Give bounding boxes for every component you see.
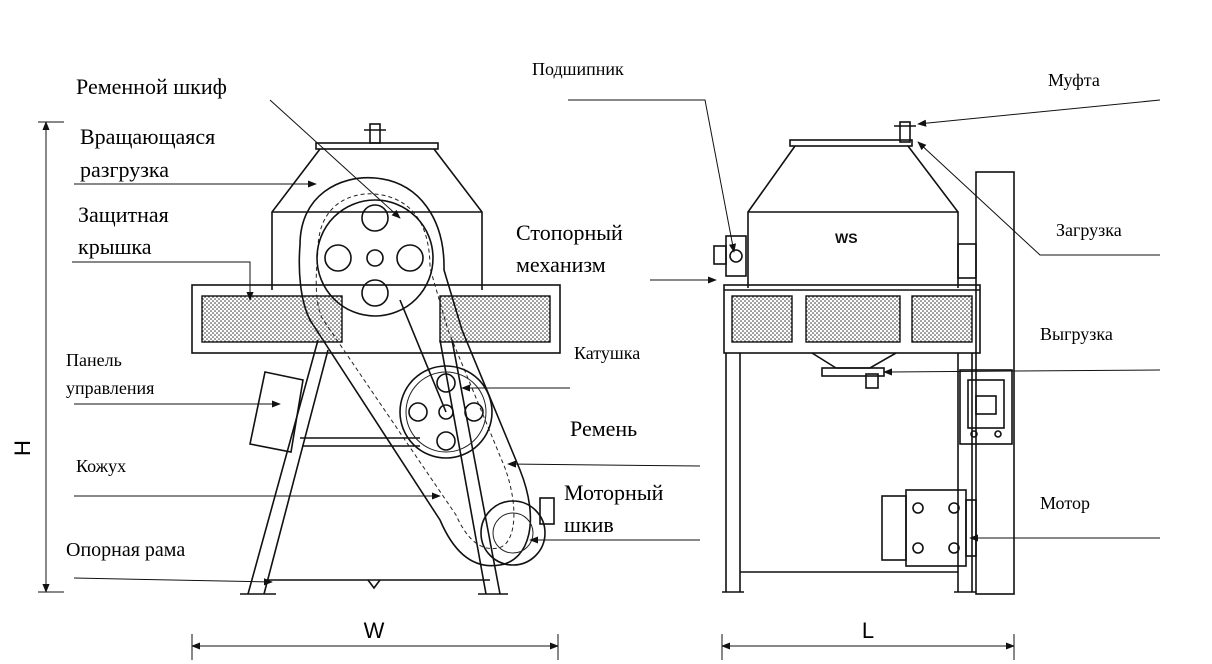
label-cover-2: крышка (78, 234, 152, 259)
side-discharge (811, 352, 897, 369)
label-cover-1: Защитная (78, 202, 169, 227)
front-motor-pulley (480, 500, 546, 566)
label-motor-pulley-2: шкив (564, 512, 614, 537)
side-lid (789, 139, 913, 147)
label-stopper-1: Стопорный (516, 220, 623, 245)
side-motor (881, 489, 977, 567)
side-body (723, 284, 981, 354)
front-belt-guard (298, 176, 532, 567)
label-frame: Опорная рама (66, 539, 185, 561)
front-mesh-right (439, 295, 551, 343)
side-coupling (899, 121, 911, 143)
side-bearing-right (957, 243, 977, 279)
front-body (191, 284, 561, 354)
side-hopper (747, 145, 959, 288)
label-rot-discharge-2: разгрузка (80, 157, 169, 182)
side-column (975, 171, 1015, 595)
label-unloading: Выгрузка (1040, 324, 1113, 344)
side-bearing-left (725, 235, 747, 277)
leader-lines (72, 99, 1161, 586)
front-handle (369, 123, 381, 144)
dim-width: W (364, 618, 385, 643)
label-pulley: Ременной шкиф (76, 74, 227, 99)
label-loading: Загрузка (1056, 220, 1122, 240)
label-stopper-2: механизм (516, 252, 606, 277)
labels: Ременной шкиф Вращающаяся разгрузка Защи… (66, 59, 1122, 561)
dim-length: L (862, 618, 874, 643)
label-belt: Ремень (570, 416, 637, 441)
label-motor: Мотор (1040, 493, 1090, 513)
side-control-panel (959, 369, 1013, 445)
dim-height: H (10, 440, 35, 456)
front-view (191, 123, 561, 595)
side-view: WS (713, 121, 1015, 595)
label-coil: Катушка (574, 343, 640, 363)
label-panel-1: Панель (66, 350, 122, 370)
label-bearing: Подшипник (532, 59, 624, 79)
front-coil-wheel (399, 365, 493, 459)
front-mesh-left (201, 295, 343, 343)
label-casing: Кожух (76, 456, 126, 476)
front-pulley (316, 199, 434, 317)
front-control-panel (249, 371, 304, 453)
side-logo: WS (835, 230, 858, 246)
dimension-lines: H W L (10, 121, 1015, 660)
front-lid (315, 142, 439, 150)
front-frame (247, 339, 501, 595)
side-frame (725, 353, 973, 592)
label-coupling: Муфта (1048, 70, 1100, 90)
label-motor-pulley-1: Моторный (564, 480, 664, 505)
label-panel-2: управления (66, 378, 154, 398)
label-rot-discharge-1: Вращающаяся (80, 124, 215, 149)
